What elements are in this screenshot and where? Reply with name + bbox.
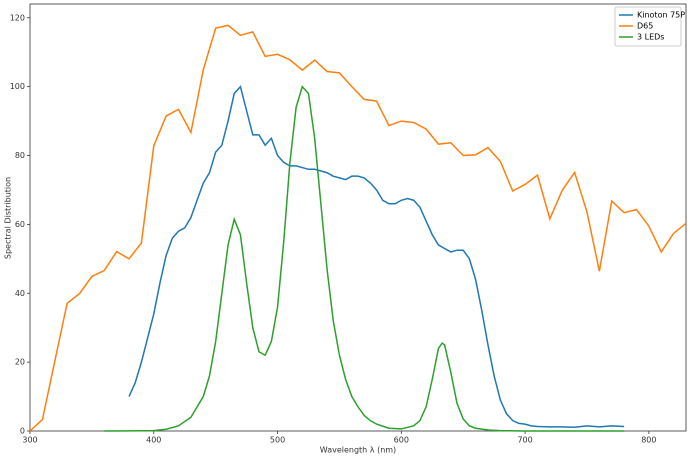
x-tick-label: 500 — [270, 436, 285, 445]
legend-label: Kinoton 75P — [637, 11, 685, 20]
series-line — [128, 85, 625, 428]
legend: Kinoton 75P D65 3 LEDs — [614, 6, 685, 47]
y-tick-label: 20 — [15, 358, 25, 367]
legend-label: 3 LEDs — [637, 33, 664, 42]
y-tick-label: 100 — [10, 82, 25, 91]
x-tick-label: 800 — [641, 436, 656, 445]
y-tick-label: 60 — [15, 220, 25, 229]
x-tick-label: 400 — [146, 436, 161, 445]
x-tick-label: 600 — [394, 436, 409, 445]
plot-frame — [29, 3, 687, 432]
x-axis-label: Wavelength λ (nm) — [320, 446, 396, 455]
y-tick-label: 0 — [20, 427, 25, 436]
y-tick-label: 120 — [10, 13, 25, 22]
x-tick-label: 700 — [517, 436, 532, 445]
y-axis-label: Spectral Distribution — [4, 177, 13, 259]
series-line — [29, 24, 687, 432]
y-tick-label: 40 — [15, 289, 25, 298]
x-tick-label: 300 — [22, 436, 37, 445]
series-line — [104, 85, 625, 432]
y-tick-label: 80 — [15, 151, 25, 160]
legend-label: D65 — [637, 22, 653, 31]
